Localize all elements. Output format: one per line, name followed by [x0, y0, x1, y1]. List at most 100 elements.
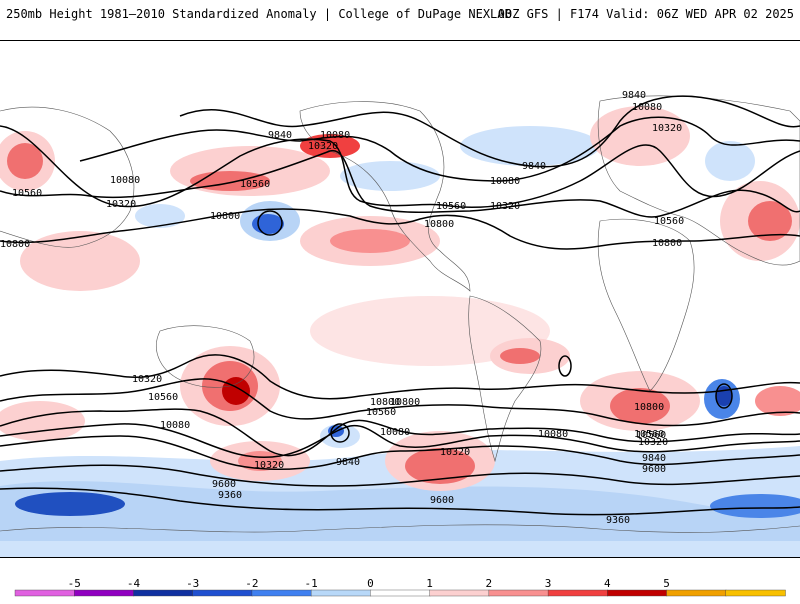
contour-label: 10800 — [424, 219, 454, 230]
contour-label: 10560 — [654, 216, 684, 227]
colorbar-swatches — [14, 589, 786, 597]
contour-10080-north — [79, 116, 800, 182]
antarctica-outline — [0, 524, 800, 533]
model-run-info: 00Z GFS | F174 Valid: 06Z WED APR 02 202… — [497, 7, 794, 21]
colorbar-segment — [14, 589, 75, 597]
contour-label: 9360 — [218, 490, 242, 501]
contour-9840-north — [179, 95, 800, 168]
colorbar-tick-label: -1 — [304, 577, 318, 590]
contour-label: 10800 — [370, 397, 400, 408]
contour-label: 10560 — [240, 179, 270, 190]
contour-label: 10800 — [210, 211, 240, 222]
africa-outline — [597, 218, 695, 392]
contour-label: 10080 — [160, 420, 190, 431]
contour-label: 10320 — [440, 447, 470, 458]
colorbar-legend: -5 -4 -3 -2 -1 0 1 2 3 4 5 — [0, 570, 800, 600]
moderate-negative-anomaly — [710, 494, 800, 518]
colorbar-tick-label: 4 — [603, 577, 611, 590]
anomaly-map: 9840 10080 10320 10560 10800 10560 10320… — [0, 41, 800, 557]
pos-anom-6 — [310, 296, 550, 366]
contour-label: 10320 — [308, 141, 338, 152]
contour-label: 10560 — [366, 407, 396, 418]
closed-low-pacific-south — [330, 423, 350, 443]
contour-label: 9600 — [642, 464, 666, 475]
contour-10800-north — [0, 208, 800, 250]
colorbar-tick-label: -4 — [126, 577, 141, 590]
contour-labels: 9840 10080 10320 10560 10800 10560 10320… — [0, 90, 684, 526]
contour-10560-north — [0, 150, 800, 218]
contour-label: 9840 — [336, 457, 360, 468]
north-america-outline — [299, 101, 471, 292]
colorbar-segment — [133, 589, 194, 597]
header: 250mb Height 1981–2010 Standardized Anom… — [0, 0, 800, 28]
contour-9840-south — [0, 435, 800, 470]
coastlines — [0, 95, 800, 533]
contour-label: 10560 — [12, 188, 42, 199]
colorbar-segment — [192, 589, 253, 597]
contour-label: 10080 — [110, 175, 140, 186]
contour-label: 10320 — [106, 199, 136, 210]
contour-label: 9840 — [522, 161, 546, 172]
strong-negative-anomaly — [15, 492, 125, 516]
colorbar-tick-label: 1 — [426, 577, 433, 590]
contour-label: 10320 — [132, 374, 162, 385]
contour-label: 9840 — [268, 130, 292, 141]
neg-anom-north-4 — [705, 141, 755, 181]
colorbar-segment — [370, 589, 431, 597]
colorbar-segment — [666, 589, 727, 597]
contour-label: 10800 — [652, 238, 682, 249]
contour-label: 10080 — [490, 176, 520, 187]
colorbar-tick-label: 3 — [544, 577, 552, 590]
pos-anom-13-core — [748, 201, 792, 241]
negative-anomaly-band-inner — [0, 481, 800, 541]
contour-label: 10560 — [148, 392, 178, 403]
height-contours — [0, 95, 800, 516]
contour-label: 10320 — [638, 437, 668, 448]
contour-label: 10080 — [380, 427, 410, 438]
europe-asia-outline — [597, 95, 800, 266]
contour-label: 10320 — [254, 460, 284, 471]
contour-label: 10800 — [634, 402, 664, 413]
closed-low-south-atlantic — [558, 355, 572, 377]
pos-anom-12 — [590, 106, 690, 166]
colorbar-segment — [547, 589, 609, 597]
colorbar-segment — [607, 589, 668, 597]
map-panel: 9840 10080 10320 10560 10800 10560 10320… — [0, 40, 800, 558]
contour-label: 9600 — [430, 495, 454, 506]
colorbar-tick-label: 2 — [485, 577, 493, 590]
contour-label: 10320 — [490, 201, 520, 212]
colorbar-segment — [251, 589, 312, 597]
contour-label: 10800 — [390, 397, 420, 408]
contour-label: 10800 — [0, 239, 30, 250]
contour-label: 10080 — [632, 102, 662, 113]
map-title: 250mb Height 1981–2010 Standardized Anom… — [6, 7, 512, 21]
colorbar-tick-label: 5 — [663, 577, 670, 590]
neg-anom-north-5 — [135, 204, 185, 228]
australia-outline — [155, 325, 255, 388]
contour-label: 10560 — [436, 201, 466, 212]
contour-label: 9600 — [212, 479, 236, 490]
contour-label: 9840 — [642, 453, 666, 464]
pos-anom-7-max — [222, 377, 250, 405]
pos-anom-1-core — [7, 143, 43, 179]
contour-10560-south — [0, 378, 800, 427]
contour-9600 — [0, 464, 800, 487]
colorbar-segment — [725, 589, 786, 597]
contour-label: 10560 — [634, 429, 664, 440]
colorbar-tick-label: -2 — [245, 577, 259, 590]
closed-low-indian — [715, 383, 733, 409]
neg-anom-north-2 — [460, 126, 600, 166]
pos-anom-14 — [0, 401, 85, 441]
colorbar-segment — [74, 589, 135, 597]
pos-anom-11-core — [500, 348, 540, 364]
pos-anom-10-core — [610, 388, 670, 424]
contour-label: 9360 — [606, 515, 630, 526]
contour-9360 — [0, 487, 800, 516]
colorbar-tick-label: 0 — [367, 577, 374, 590]
pos-anom-5 — [20, 231, 140, 291]
pos-anom-15 — [755, 386, 800, 416]
contour-label: 9840 — [622, 90, 646, 101]
colorbar-tick-label: -3 — [186, 577, 200, 590]
contour-10320-south — [0, 408, 800, 457]
colorbar-segments — [14, 589, 786, 597]
